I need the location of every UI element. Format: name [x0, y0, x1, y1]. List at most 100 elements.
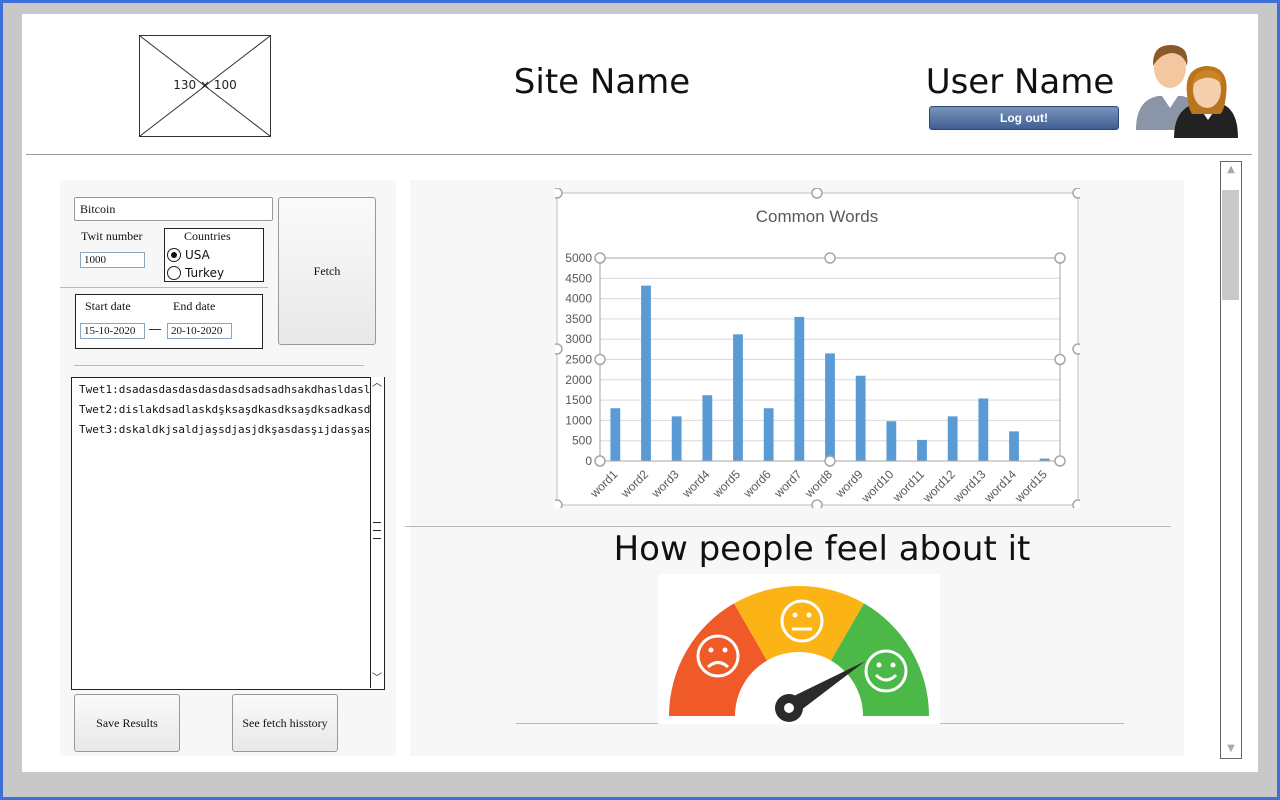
- gauge-baseline-right: [940, 723, 1124, 724]
- tweets-scrollbar[interactable]: ︿ ﹀: [370, 377, 384, 688]
- list-item: Twet3:dskaldkjsaldjaşsdjasjdkşasdasşıjda…: [79, 423, 385, 436]
- chart-selection-handles[interactable]: [555, 188, 1080, 508]
- selection-handle[interactable]: [824, 455, 836, 467]
- radio-usa-label: USA: [185, 248, 210, 262]
- date-range-dash: [149, 329, 161, 330]
- chart-bar: [702, 395, 713, 461]
- selection-handle[interactable]: [1072, 343, 1080, 355]
- gauge-sector-neutral: [734, 586, 864, 661]
- radio-usa[interactable]: [167, 248, 181, 262]
- chart-bar: [733, 334, 743, 461]
- end-date-label: End date: [173, 299, 216, 313]
- logo-placeholder: 130 × 100: [139, 35, 271, 137]
- tweets-list[interactable]: Twet1:dsadasdasdasdasdasdsadsadhsakdhasl…: [71, 377, 385, 690]
- radio-turkey[interactable]: [167, 266, 181, 280]
- y-tick-label: 1500: [565, 393, 592, 407]
- date-range-group: Start date End date 15-10-2020 20-10-202…: [75, 294, 263, 349]
- start-date-input[interactable]: 15-10-2020: [80, 323, 145, 339]
- selection-handle[interactable]: [811, 499, 823, 508]
- selection-handle[interactable]: [555, 188, 563, 199]
- chart-bar: [610, 408, 621, 461]
- end-date-input[interactable]: 20-10-2020: [167, 323, 232, 339]
- needle-hub-center: [784, 703, 794, 713]
- scroll-up-icon[interactable]: ︿: [372, 378, 382, 389]
- section-divider: [405, 526, 1171, 527]
- chart-bar: [917, 439, 927, 461]
- page-scroll-down-icon[interactable]: ▼: [1227, 743, 1235, 754]
- gauge-needle: [775, 661, 866, 722]
- y-tick-label: 1000: [565, 413, 592, 427]
- list-item: Twet1:dsadasdasdasdasdasdsadsadhsakdhasl…: [79, 383, 385, 396]
- header-divider: [26, 154, 1252, 155]
- twit-number-input[interactable]: 1000: [80, 252, 145, 268]
- radio-turkey-label: Turkey: [185, 266, 225, 280]
- selection-handle[interactable]: [811, 188, 823, 199]
- common-words-chart[interactable]: Common Words 0 500 1000 1500 2000 2500 3000 350…: [555, 188, 1080, 508]
- countries-label: Countries: [184, 229, 231, 243]
- start-date-label: Start date: [85, 299, 131, 313]
- selection-handle[interactable]: [1054, 353, 1066, 366]
- happy-face-icon: [864, 649, 908, 693]
- scroll-grip-line: [373, 538, 381, 539]
- selection-handle[interactable]: [594, 252, 606, 264]
- selection-handle[interactable]: [824, 252, 836, 264]
- user-name: User Name: [925, 62, 1115, 102]
- chart-y-axis: 0 500 1000 1500 2000 2500 3000 3500 4000 4500 5000: [565, 251, 592, 468]
- chart-bar: [886, 421, 897, 461]
- selection-handle[interactable]: [594, 353, 606, 366]
- selection-handle[interactable]: [1054, 455, 1066, 467]
- gauge-sector-negative: [669, 603, 767, 716]
- y-tick-label: 0: [585, 454, 592, 468]
- scroll-down-icon[interactable]: ﹀: [372, 673, 382, 684]
- fetch-button[interactable]: Fetch: [278, 197, 376, 345]
- y-tick-label: 3000: [565, 332, 592, 346]
- sad-face-icon: [696, 634, 740, 678]
- chart-bar: [855, 375, 866, 461]
- needle-pointer: [783, 661, 866, 715]
- controls-separator: [60, 287, 268, 288]
- logout-button[interactable]: Log out!: [929, 106, 1119, 130]
- y-tick-label: 4000: [565, 292, 592, 306]
- scroll-grip-line: [373, 530, 381, 531]
- selection-handle[interactable]: [594, 455, 606, 467]
- page-scroll-thumb[interactable]: [1222, 190, 1239, 300]
- selection-handle[interactable]: [555, 343, 563, 355]
- chart-title: Common Words: [756, 207, 879, 226]
- selection-handle[interactable]: [1072, 499, 1080, 508]
- page-canvas: 130 × 100 Site Name User Name Log out! B…: [22, 14, 1258, 772]
- fetch-history-button[interactable]: See fetch hisstory: [232, 694, 338, 752]
- y-tick-label: 3500: [565, 312, 592, 326]
- search-input[interactable]: Bitcoin: [74, 197, 273, 221]
- selection-handle[interactable]: [555, 499, 563, 508]
- chart-bar: [825, 353, 835, 461]
- chart-bar: [763, 408, 774, 461]
- list-separator: [74, 365, 364, 366]
- selection-handle[interactable]: [1054, 252, 1066, 264]
- y-tick-label: 2000: [565, 373, 592, 387]
- list-item: Twet2:dislakdsadlaskdşksaşdkasdksaşdksad…: [79, 403, 385, 416]
- site-name: Site Name: [513, 62, 691, 102]
- y-tick-label: 2500: [565, 353, 592, 367]
- logo-placeholder-label: 130 × 100: [173, 78, 237, 92]
- sentiment-title: How people feel about it: [613, 529, 1031, 569]
- gauge-sector-positive: [831, 603, 929, 716]
- chart-area: [556, 192, 1079, 506]
- sentiment-gauge: [658, 574, 940, 724]
- gauge-sectors: [669, 586, 929, 716]
- countries-group: Countries USA Turkey: [164, 228, 264, 282]
- save-results-button[interactable]: Save Results: [74, 694, 180, 752]
- y-tick-label: 4500: [565, 271, 592, 285]
- neutral-face-icon: [780, 599, 824, 643]
- page-scrollbar[interactable]: ▲ ▼: [1220, 161, 1242, 759]
- users-avatar-icon: [1136, 44, 1238, 138]
- y-tick-label: 500: [572, 434, 592, 448]
- page-scroll-up-icon[interactable]: ▲: [1227, 164, 1235, 175]
- chart-bar: [1009, 431, 1019, 461]
- scroll-grip-line: [373, 522, 381, 523]
- chart-bar: [1039, 458, 1050, 461]
- gauge-baseline-left: [516, 723, 658, 724]
- y-tick-label: 5000: [565, 251, 592, 265]
- selection-handle[interactable]: [1072, 188, 1080, 199]
- chart-bar: [947, 416, 958, 461]
- chart-bars: [610, 285, 1050, 461]
